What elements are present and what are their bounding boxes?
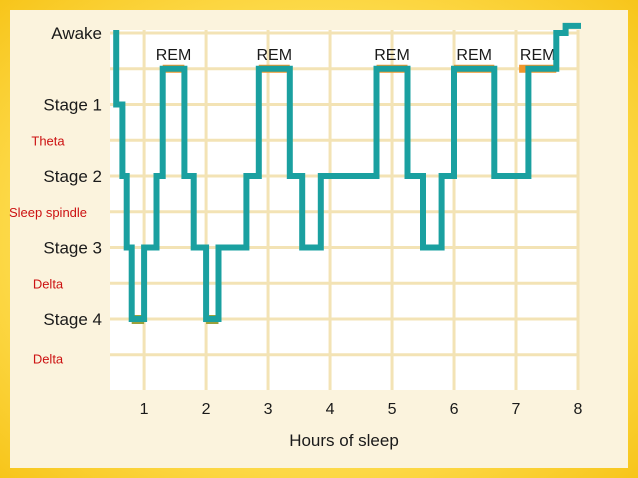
rem-label: REM: [374, 47, 410, 64]
x-axis-ticks: 1 2 3 4 5 6 7 8: [140, 401, 583, 418]
y-level-label: Stage 1: [43, 96, 102, 115]
x-tick-label: 2: [202, 401, 211, 418]
series: [113, 22, 581, 322]
y-axis-labels: Awake Stage 1 Stage 2 Stage 3 Stage 4: [43, 24, 102, 329]
y-level-label: Stage 4: [43, 310, 102, 329]
x-tick-label: 3: [264, 401, 273, 418]
x-axis-title: Hours of sleep: [289, 431, 399, 450]
sleep-stage-line: [113, 22, 581, 322]
wave-label: Delta: [33, 351, 64, 366]
wave-label: Theta: [31, 133, 65, 148]
rem-label: REM: [256, 47, 292, 64]
y-level-label: Stage 3: [43, 239, 102, 258]
wave-labels: Theta Sleep spindle Delta Delta: [9, 133, 87, 366]
x-tick-label: 1: [140, 401, 149, 418]
y-level-label: Awake: [51, 24, 102, 43]
x-tick-label: 5: [388, 401, 397, 418]
x-tick-label: 6: [450, 401, 459, 418]
rem-label: REM: [520, 47, 556, 64]
x-tick-label: 8: [574, 401, 583, 418]
x-tick-label: 4: [326, 401, 335, 418]
plot-area: [110, 30, 578, 390]
wave-label: Sleep spindle: [9, 205, 87, 220]
wave-label: Delta: [33, 276, 64, 291]
y-level-label: Stage 2: [43, 167, 102, 186]
rem-label: REM: [456, 47, 492, 64]
x-tick-label: 7: [512, 401, 521, 418]
rem-label: REM: [156, 47, 192, 64]
